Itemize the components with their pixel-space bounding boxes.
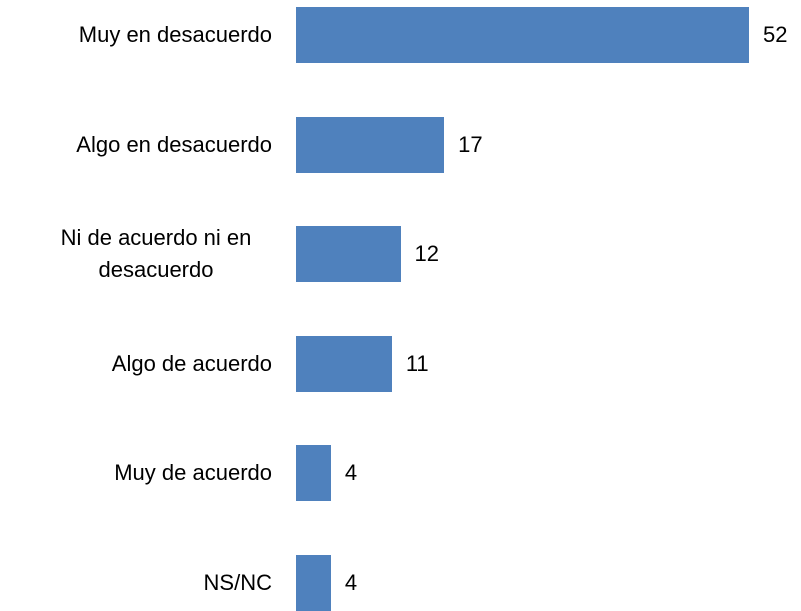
- category-label: Algo en desacuerdo: [20, 105, 272, 185]
- category-label: Muy en desacuerdo: [20, 0, 272, 75]
- value-label: 12: [414, 241, 440, 267]
- category-label: NS/NC: [20, 543, 272, 611]
- category-label: Muy de acuerdo: [20, 433, 272, 513]
- category-text: Algo de acuerdo: [111, 350, 272, 376]
- category-text: Algo en desacuerdo: [76, 131, 272, 157]
- category-text: NS/NC: [203, 570, 272, 595]
- value-label: 4: [344, 570, 358, 595]
- bar: [296, 445, 331, 502]
- bar: [296, 7, 749, 63]
- bar: [296, 116, 445, 173]
- bar: [296, 335, 392, 392]
- category-label: Algo de acuerdo: [20, 324, 272, 404]
- value-label: 52: [763, 22, 788, 47]
- value-label: 11: [405, 350, 429, 376]
- category-text: Muy de acuerdo: [114, 460, 272, 486]
- value-label: 17: [458, 131, 483, 157]
- category-label: Ni de acuerdo ni en desacuerdo: [20, 214, 272, 294]
- bar: [296, 226, 401, 283]
- value-label: 4: [344, 460, 358, 486]
- bar: [296, 555, 331, 611]
- category-text: Ni de acuerdo ni en desacuerdo: [60, 225, 252, 283]
- category-text: Muy en desacuerdo: [78, 22, 272, 47]
